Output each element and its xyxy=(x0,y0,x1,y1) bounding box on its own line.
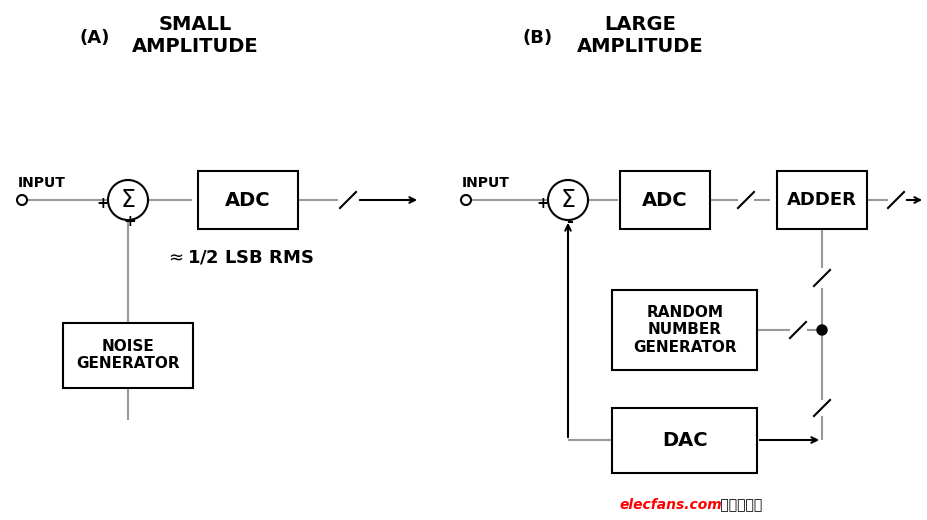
Text: ADDER: ADDER xyxy=(787,191,857,209)
Bar xyxy=(620,171,710,229)
Text: INPUT: INPUT xyxy=(462,176,510,190)
Text: RANDOM
NUMBER
GENERATOR: RANDOM NUMBER GENERATOR xyxy=(633,305,737,355)
Text: -: - xyxy=(566,213,574,231)
Circle shape xyxy=(548,180,588,220)
Text: $\Sigma$: $\Sigma$ xyxy=(560,188,576,212)
Text: +: + xyxy=(123,214,136,229)
Circle shape xyxy=(108,180,148,220)
Text: 电子发烧友: 电子发烧友 xyxy=(716,498,762,512)
Text: elecfans.com: elecfans.com xyxy=(620,498,723,512)
Text: ADC: ADC xyxy=(642,190,688,210)
Text: LARGE
AMPLITUDE: LARGE AMPLITUDE xyxy=(577,15,704,56)
Bar xyxy=(613,290,757,370)
Text: $\Sigma$: $\Sigma$ xyxy=(121,188,135,212)
Bar xyxy=(63,322,193,387)
Bar xyxy=(613,408,757,473)
Bar xyxy=(777,171,867,229)
Circle shape xyxy=(461,195,471,205)
Text: INPUT: INPUT xyxy=(18,176,66,190)
Text: ADC: ADC xyxy=(225,190,271,210)
Circle shape xyxy=(17,195,27,205)
Text: DAC: DAC xyxy=(662,431,708,449)
Text: (A): (A) xyxy=(80,29,110,47)
Text: $\approx$1/2 LSB RMS: $\approx$1/2 LSB RMS xyxy=(165,249,314,267)
Text: SMALL
AMPLITUDE: SMALL AMPLITUDE xyxy=(132,15,259,56)
Bar xyxy=(198,171,298,229)
Text: +: + xyxy=(96,196,109,211)
Text: (B): (B) xyxy=(523,29,553,47)
Text: +: + xyxy=(537,196,550,211)
Text: NOISE
GENERATOR: NOISE GENERATOR xyxy=(76,339,180,371)
Circle shape xyxy=(817,325,827,335)
